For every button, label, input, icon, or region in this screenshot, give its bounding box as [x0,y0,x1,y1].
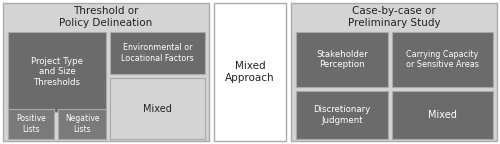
Text: Case-by-case or
Preliminary Study: Case-by-case or Preliminary Study [348,6,440,28]
Bar [392,91,493,139]
Bar [110,78,205,139]
Text: Stakeholder
Perception: Stakeholder Perception [316,50,368,69]
Bar [110,32,205,74]
Bar [392,32,493,87]
Bar [296,91,388,139]
Text: Discretionary
Judgment: Discretionary Judgment [314,105,370,125]
Text: Threshold or
Policy Delineation: Threshold or Policy Delineation [60,6,152,28]
Bar [296,32,388,87]
Bar [58,109,106,139]
Text: Environmental or
Locational Factors: Environmental or Locational Factors [121,43,194,63]
Bar [214,3,286,141]
Text: Carrying Capacity
or Sensitive Areas: Carrying Capacity or Sensitive Areas [406,50,479,69]
Text: Mixed
Approach: Mixed Approach [225,61,275,83]
Text: Positive
Lists: Positive Lists [16,114,46,134]
Bar [3,3,209,141]
Text: Mixed: Mixed [143,104,172,113]
Bar [8,32,106,112]
Text: Mixed: Mixed [428,110,457,120]
Bar [8,109,54,139]
Bar [291,3,497,141]
Text: Project Type
and Size
Thresholds: Project Type and Size Thresholds [31,57,83,87]
Text: Negative
Lists: Negative Lists [65,114,99,134]
